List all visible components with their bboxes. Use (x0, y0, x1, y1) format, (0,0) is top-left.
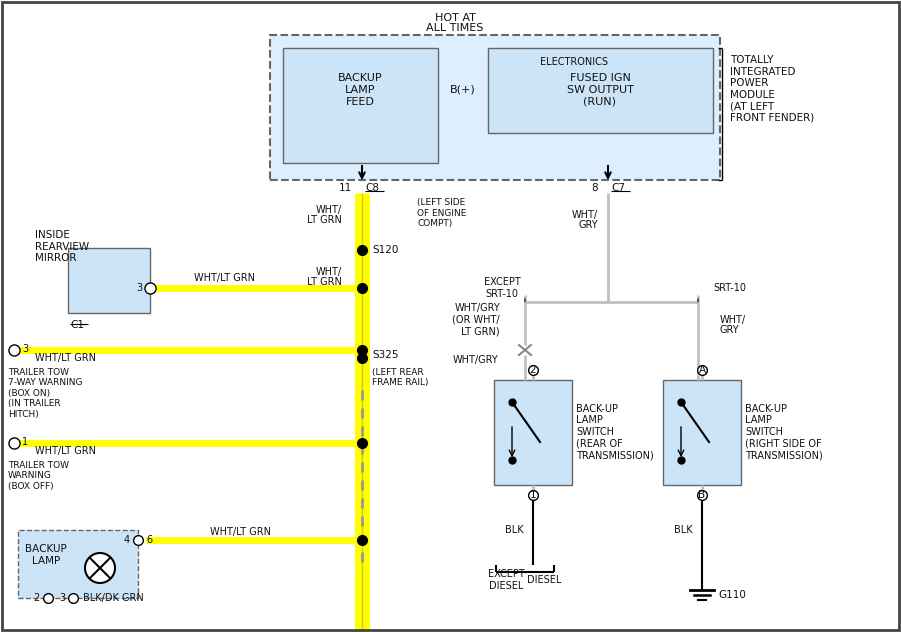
Text: 2: 2 (33, 593, 40, 603)
Text: WHT/GRY: WHT/GRY (452, 355, 498, 365)
Text: (LEFT SIDE
OF ENGINE
COMPT): (LEFT SIDE OF ENGINE COMPT) (417, 198, 467, 228)
Text: WHT/LT GRN: WHT/LT GRN (35, 446, 96, 456)
Text: WHT/: WHT/ (316, 267, 342, 277)
Text: B(+): B(+) (450, 85, 476, 95)
Text: TRAILER TOW
WARNING
(BOX OFF): TRAILER TOW WARNING (BOX OFF) (8, 461, 69, 491)
Text: EXCEPT
DIESEL: EXCEPT DIESEL (487, 569, 524, 591)
Text: GRY: GRY (720, 325, 740, 335)
Text: WHT/LT GRN: WHT/LT GRN (210, 527, 270, 537)
Text: 8: 8 (591, 183, 598, 193)
Text: A: A (698, 365, 705, 375)
Text: 3: 3 (59, 593, 65, 603)
Bar (18, 530, 138, 598)
Text: GRY: GRY (578, 220, 598, 230)
Bar (488, 48, 713, 133)
Text: 1: 1 (22, 437, 28, 447)
Bar (270, 35, 720, 180)
Text: 2: 2 (530, 365, 536, 375)
Text: SRT-10: SRT-10 (714, 283, 747, 293)
Text: WHT/: WHT/ (720, 315, 746, 325)
Circle shape (85, 553, 115, 583)
Text: FUSED IGN
SW OUTPUT
(RUN): FUSED IGN SW OUTPUT (RUN) (567, 73, 633, 107)
Text: HOT AT: HOT AT (434, 13, 476, 23)
Text: WHT/LT GRN: WHT/LT GRN (195, 273, 256, 283)
Text: C1: C1 (70, 320, 84, 330)
Text: C7: C7 (611, 183, 625, 193)
Text: G110: G110 (718, 590, 746, 600)
Text: LT GRN: LT GRN (307, 215, 342, 225)
Text: BLK/DK GRN: BLK/DK GRN (83, 593, 144, 603)
Text: BACKUP
LAMP
FEED: BACKUP LAMP FEED (338, 73, 382, 107)
Text: 3: 3 (22, 344, 28, 354)
Text: LT GRN: LT GRN (307, 277, 342, 287)
Text: BLK: BLK (674, 525, 693, 535)
Text: 1: 1 (530, 490, 536, 500)
Bar (663, 380, 741, 485)
Text: (LEFT REAR
FRAME RAIL): (LEFT REAR FRAME RAIL) (372, 368, 429, 387)
Text: 3: 3 (136, 283, 142, 293)
Text: ELECTRONICS: ELECTRONICS (540, 57, 608, 67)
Text: 4: 4 (123, 535, 130, 545)
Text: BACK-UP
LAMP
SWITCH
(RIGHT SIDE OF
TRANSMISSION): BACK-UP LAMP SWITCH (RIGHT SIDE OF TRANS… (745, 404, 823, 460)
Text: S325: S325 (372, 350, 398, 360)
Text: WHT/: WHT/ (316, 205, 342, 215)
Text: S120: S120 (372, 245, 398, 255)
Text: DIESEL: DIESEL (527, 575, 561, 585)
Text: WHT/LT GRN: WHT/LT GRN (35, 353, 96, 363)
Text: C8: C8 (365, 183, 379, 193)
Text: 11: 11 (339, 183, 352, 193)
Text: TRAILER TOW
7-WAY WARNING
(BOX ON)
(IN TRAILER
HITCH): TRAILER TOW 7-WAY WARNING (BOX ON) (IN T… (8, 368, 83, 418)
Text: BLK: BLK (505, 525, 524, 535)
Text: 6: 6 (146, 535, 152, 545)
Text: EXCEPT
SRT-10: EXCEPT SRT-10 (484, 277, 521, 299)
Text: BACK-UP
LAMP
SWITCH
(REAR OF
TRANSMISSION): BACK-UP LAMP SWITCH (REAR OF TRANSMISSIO… (576, 404, 654, 460)
Text: TOTALLY
INTEGRATED
POWER
MODULE
(AT LEFT
FRONT FENDER): TOTALLY INTEGRATED POWER MODULE (AT LEFT… (730, 55, 815, 123)
Text: B: B (698, 490, 705, 500)
Bar (494, 380, 572, 485)
Text: WHT/: WHT/ (572, 210, 598, 220)
Text: BACKUP
LAMP: BACKUP LAMP (25, 544, 67, 566)
Bar (283, 48, 438, 163)
Bar (68, 248, 150, 313)
Text: WHT/GRY
(OR WHT/
LT GRN): WHT/GRY (OR WHT/ LT GRN) (452, 303, 500, 337)
Text: INSIDE
REARVIEW
MIRROR: INSIDE REARVIEW MIRROR (35, 230, 89, 263)
Text: ALL TIMES: ALL TIMES (426, 23, 484, 33)
